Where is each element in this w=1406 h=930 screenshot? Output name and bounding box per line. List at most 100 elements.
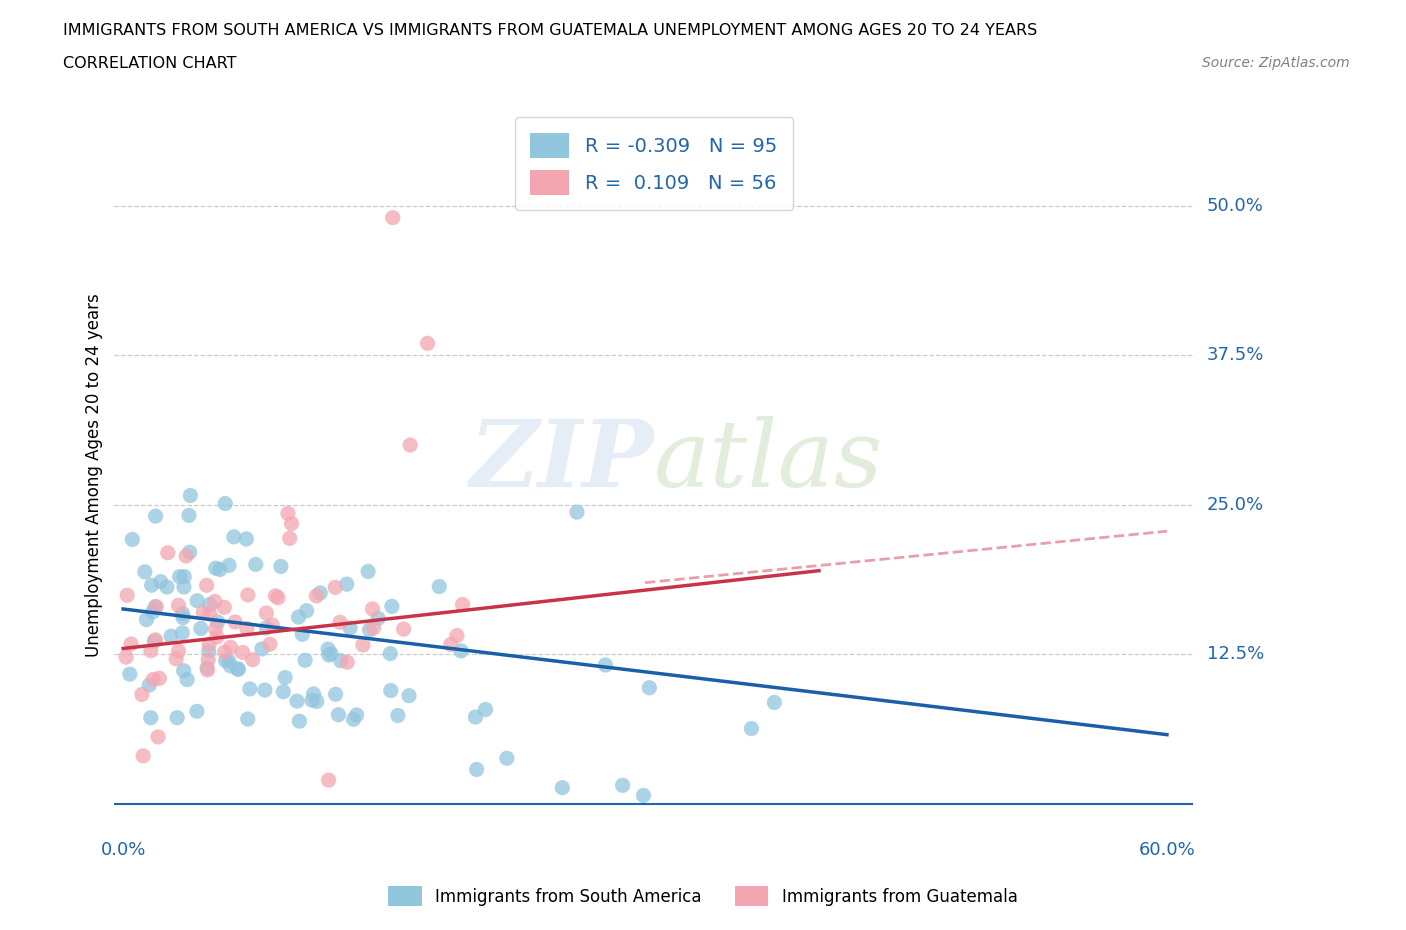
Point [226,661,249,676]
Point [346,708,368,723]
Text: 25.0%: 25.0% [1206,496,1264,514]
Point [115,650,138,665]
Text: atlas: atlas [654,416,883,506]
Point [595,658,617,672]
Point [145,599,167,614]
Point [207,615,229,630]
Point [198,637,221,652]
Point [259,637,281,652]
Point [169,569,191,584]
Point [186,593,208,608]
Y-axis label: Unemployment Among Ages 20 to 24 years: Unemployment Among Ages 20 to 24 years [86,293,103,657]
Point [361,602,384,617]
Point [427,579,450,594]
Point [218,654,240,669]
Point [495,751,517,765]
Point [186,704,208,719]
Point [204,561,226,576]
Point [222,529,245,544]
Point [139,644,162,658]
Point [450,644,472,658]
Point [318,647,340,662]
Point [451,597,474,612]
Point [214,644,236,659]
Point [142,604,165,619]
Point [172,606,194,621]
Point [166,711,188,725]
Point [190,621,212,636]
Point [291,627,314,642]
Point [173,569,195,584]
Point [214,496,236,511]
Point [253,683,276,698]
Point [245,557,267,572]
Point [329,615,352,630]
Point [197,653,219,668]
Point [277,506,299,521]
Point [236,621,259,636]
Point [339,620,361,635]
Point [318,773,340,788]
Point [399,438,422,453]
Point [195,660,218,675]
Point [176,672,198,687]
Point [132,749,155,764]
Point [148,671,170,685]
Point [740,721,762,736]
Point [381,599,404,614]
Point [197,644,219,658]
Point [224,615,246,630]
Point [392,621,415,636]
Point [267,591,290,605]
Point [305,694,328,709]
Point [174,549,197,564]
Point [321,646,343,661]
Point [359,622,381,637]
Point [342,711,364,726]
Point [565,505,588,520]
Point [219,640,242,655]
Point [156,545,179,560]
Point [328,708,350,723]
Point [235,532,257,547]
Point [288,713,311,728]
Point [381,210,404,225]
Point [316,642,339,657]
Point [228,661,250,676]
Point [135,612,157,627]
Point [271,684,294,699]
Text: 37.5%: 37.5% [1206,346,1264,365]
Point [301,693,323,708]
Point [208,562,231,577]
Point [336,577,359,591]
Point [638,681,661,696]
Point [236,588,259,603]
Point [160,629,183,644]
Point [218,558,240,573]
Point [149,574,172,589]
Point [121,532,143,547]
Point [763,695,786,710]
Point [352,637,374,652]
Point [204,621,226,636]
Point [336,655,359,670]
Point [416,336,439,351]
Legend: Immigrants from South America, Immigrants from Guatemala: Immigrants from South America, Immigrant… [382,880,1024,912]
Point [197,662,219,677]
Point [146,729,169,744]
Point [305,589,328,604]
Point [285,694,308,709]
Legend: R = -0.309   N = 95, R =  0.109   N = 56: R = -0.309 N = 95, R = 0.109 N = 56 [515,117,793,210]
Point [367,611,389,626]
Text: 12.5%: 12.5% [1206,645,1264,663]
Point [142,672,165,687]
Point [145,632,167,647]
Point [141,578,163,592]
Point [302,686,325,701]
Point [309,586,332,601]
Point [198,597,221,612]
Point [440,637,463,652]
Point [165,651,187,666]
Point [465,762,488,777]
Point [270,559,292,574]
